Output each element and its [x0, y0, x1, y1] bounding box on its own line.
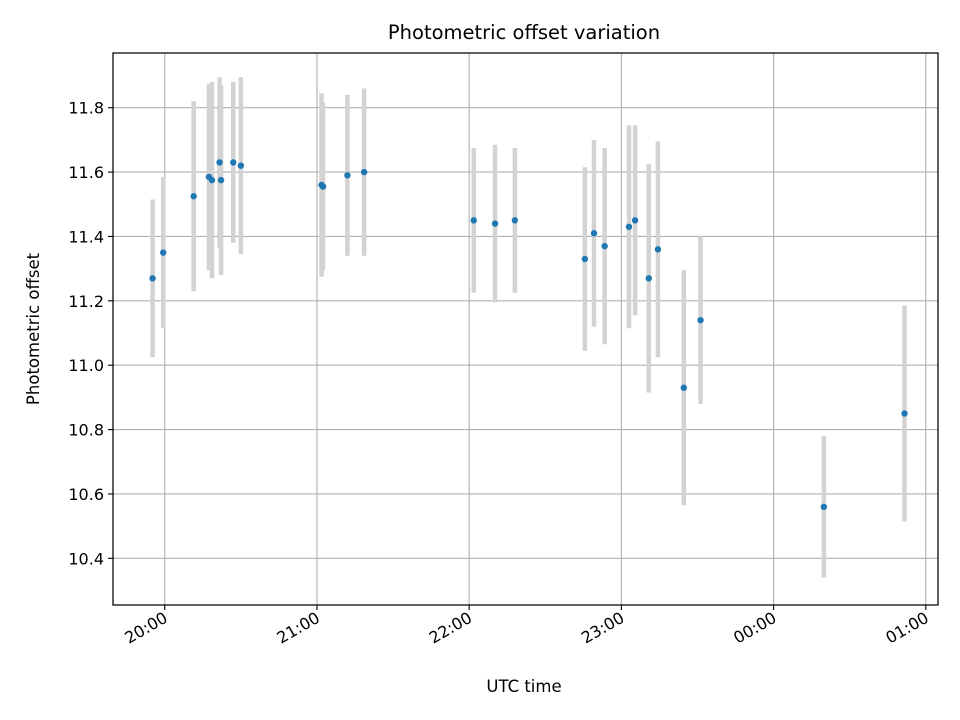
y-tick-label: 10.4	[68, 549, 104, 568]
data-point	[581, 255, 589, 263]
data-point	[470, 217, 477, 224]
data-point	[901, 410, 908, 417]
data-point	[217, 176, 225, 184]
data-point	[230, 159, 237, 166]
errorbar-layer	[150, 77, 907, 578]
x-tick-label: 22:00	[426, 608, 475, 648]
data-point	[216, 159, 223, 166]
tick-layer: 20:00 21:00 22:00 23:00 00:00 01:00 10.4 10.6 10…	[68, 99, 931, 648]
y-tick-label: 10.6	[68, 485, 104, 504]
data-point	[237, 162, 245, 169]
data-point	[319, 183, 327, 190]
data-point	[820, 503, 828, 511]
data-point	[697, 316, 704, 324]
x-tick-label: 21:00	[274, 608, 323, 648]
y-tick-label: 11.0	[68, 356, 104, 375]
y-tick-label: 10.8	[68, 421, 104, 440]
x-axis-title: UTC time	[486, 677, 561, 696]
y-tick-label: 11.4	[68, 227, 104, 246]
plot-area-frame	[112, 52, 939, 606]
x-tick-label: 20:00	[121, 608, 170, 648]
y-tick-label: 11.6	[68, 163, 104, 182]
y-tick-label: 11.8	[68, 99, 104, 118]
data-point	[511, 217, 519, 224]
data-point	[160, 249, 167, 256]
chart-title: Photometric offset variation	[388, 21, 660, 44]
data-point	[654, 246, 662, 253]
data-point	[645, 275, 652, 282]
x-tick-label: 00:00	[730, 608, 779, 648]
y-axis-title: Photometric offset	[24, 252, 43, 405]
y-tick-label: 11.2	[68, 292, 104, 311]
data-point	[601, 242, 608, 250]
data-point	[208, 176, 216, 184]
data-point	[360, 168, 368, 176]
x-tick-label: 01:00	[882, 608, 931, 648]
x-tick-label: 23:00	[578, 608, 627, 648]
grid-layer	[113, 53, 938, 605]
data-point	[625, 223, 633, 231]
data-point	[631, 217, 639, 224]
point-layer	[149, 159, 908, 511]
data-point	[344, 172, 351, 179]
data-point	[149, 275, 156, 282]
data-point	[680, 384, 688, 391]
data-point	[190, 193, 197, 200]
data-point	[590, 230, 598, 237]
data-point	[491, 220, 499, 227]
